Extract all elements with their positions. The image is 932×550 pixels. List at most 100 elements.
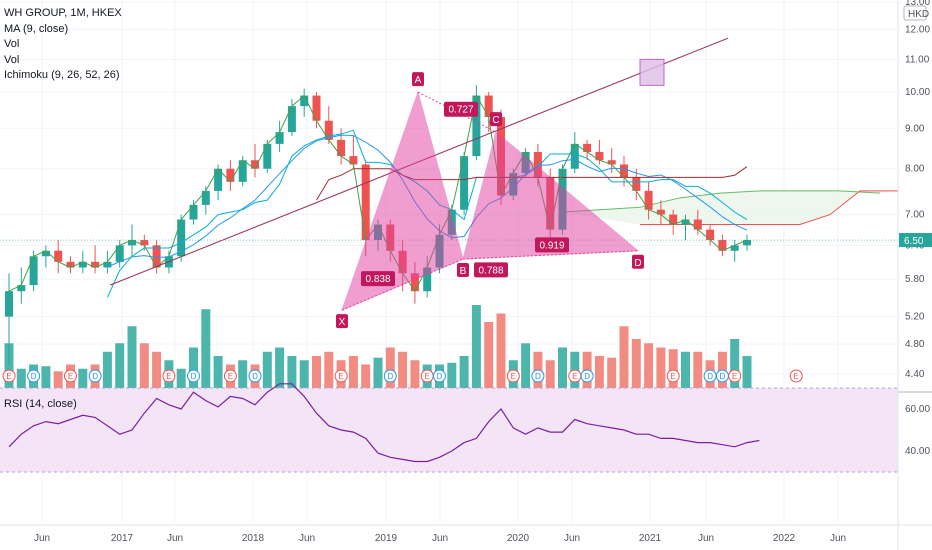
volume-bar	[361, 364, 371, 390]
candle-body	[460, 156, 469, 210]
event-marker: D	[92, 372, 98, 381]
volume-bar	[545, 360, 555, 390]
candle-body	[570, 143, 579, 169]
candle-body	[5, 291, 13, 317]
price-tick-label: 12.00	[905, 24, 930, 35]
price-tick-label: 7.00	[905, 210, 925, 221]
pattern-point-d-marker	[632, 254, 644, 269]
candle-body	[533, 151, 542, 178]
candle-body	[78, 261, 87, 268]
volume-bar	[4, 343, 14, 390]
rsi-panel: 40.00 60.00	[0, 383, 932, 473]
senkou-span-a	[559, 190, 881, 213]
candle-body	[275, 132, 284, 144]
candle-body	[484, 95, 493, 118]
event-marker: E	[228, 372, 233, 381]
volume-bar	[459, 356, 469, 390]
volume-bar	[312, 356, 321, 390]
volume-bar	[681, 351, 690, 390]
legend-vol-2[interactable]: Vol	[4, 53, 20, 66]
candle-body	[189, 204, 198, 220]
candle-body	[91, 261, 100, 268]
legend-vol-1[interactable]: Vol	[4, 38, 20, 50]
pattern-point-d: D	[634, 258, 641, 269]
pattern-xab	[341, 90, 464, 312]
rsi-band	[0, 388, 898, 472]
time-tick-label: Jun	[299, 533, 315, 544]
event-marker-circle	[789, 369, 803, 383]
candle-body	[177, 219, 186, 257]
last-price-label: 6.50	[904, 236, 924, 247]
volume-bar	[348, 356, 358, 390]
volume-bar	[484, 322, 494, 390]
candle-body	[251, 160, 259, 169]
time-tick-label: Jun	[432, 533, 448, 544]
volume-bar	[496, 313, 506, 390]
ratio-bd: 0.788	[478, 265, 503, 276]
event-marker-circle	[433, 369, 446, 383]
volume-bar	[152, 351, 162, 390]
time-tick-label: Jun	[830, 533, 846, 544]
pattern-point-b: B	[460, 266, 467, 277]
volume-bar	[324, 351, 334, 390]
volume-bar	[176, 368, 186, 390]
volume-bar	[644, 343, 654, 390]
candle-body	[718, 240, 727, 251]
volume-bar	[619, 326, 629, 390]
legend-ma[interactable]: MA (9, close)	[4, 22, 69, 35]
event-marker: D	[387, 372, 393, 381]
event-marker-circle	[666, 369, 680, 383]
time-tick-label: 2020	[507, 533, 530, 544]
pattern-bcd	[462, 131, 640, 260]
volume-bar	[521, 343, 531, 390]
candle-body	[115, 245, 124, 262]
pattern-ratio-line	[417, 91, 497, 133]
candle-body	[300, 95, 309, 107]
pattern-ratio-line	[341, 258, 464, 311]
volume-bar	[471, 305, 481, 390]
volume-bar	[262, 351, 272, 390]
volume-bar	[607, 357, 617, 390]
last-price-badge	[899, 233, 932, 248]
price-tick-label: 5.20	[905, 312, 925, 323]
time-tick-label: Jun	[698, 533, 714, 544]
volume-bar	[656, 347, 666, 390]
candle-body	[472, 95, 481, 157]
event-marker-circle	[531, 369, 545, 383]
legend-ichimoku[interactable]: Ichimoku (9, 26, 52, 26)	[4, 69, 120, 81]
event-marker-circle	[187, 369, 200, 383]
ratio-xb: 0.838	[365, 274, 390, 285]
candle-body	[743, 240, 751, 246]
candle-body	[263, 143, 272, 169]
event-marker-circle	[383, 369, 397, 383]
volume-bar	[201, 309, 211, 390]
event-marker-circle	[248, 369, 262, 383]
harmonic-pattern: X A B C D 0.838 0.727 0.788 0.919	[0, 37, 898, 329]
volume-bar	[16, 368, 26, 390]
candle-body	[201, 190, 210, 205]
event-marker: E	[68, 372, 73, 381]
candle-body	[410, 273, 419, 292]
legend-symbol[interactable]: WH GROUP, 1M, HKEX	[4, 7, 122, 19]
rsi-legend[interactable]: RSI (14, close)	[4, 398, 77, 410]
price-tick-label: 9.00	[905, 123, 925, 134]
rsi-line	[8, 383, 760, 463]
volume-bar	[53, 371, 63, 390]
time-tick-label: 2022	[773, 533, 796, 544]
event-marker: D	[707, 372, 713, 381]
ratio-cd: 0.919	[539, 240, 564, 251]
currency-box	[903, 5, 927, 21]
event-marker: E	[425, 372, 430, 381]
event-marker-circle	[728, 369, 742, 383]
candle-body	[669, 214, 678, 225]
candle-body	[226, 168, 235, 182]
candle-body	[287, 106, 296, 133]
volume-bar	[373, 357, 383, 390]
pattern-ratio-line	[462, 250, 639, 260]
volume-bar	[742, 356, 752, 390]
candle-body	[361, 164, 370, 241]
volume-bar	[115, 343, 125, 390]
pattern-point-c: C	[492, 115, 499, 126]
pattern-point-a-marker	[412, 72, 424, 87]
